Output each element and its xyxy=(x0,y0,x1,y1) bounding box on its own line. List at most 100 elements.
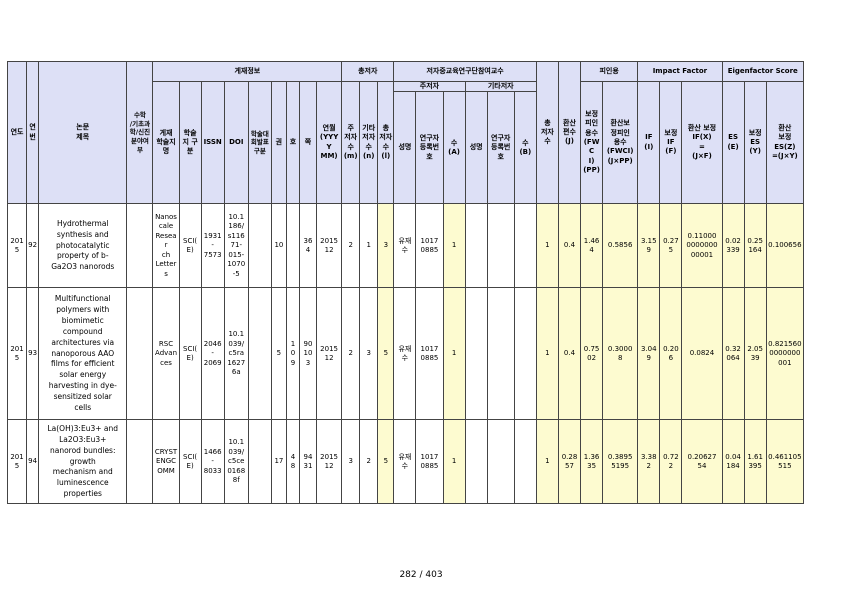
cell-issn: 1466 - 8033 xyxy=(200,419,225,505)
cell-cit-conv: 0.5856 xyxy=(602,203,639,289)
cell-issn: 1931 - 7573 xyxy=(200,203,225,289)
header-year: 연도 xyxy=(6,60,28,205)
cell-conf-type xyxy=(247,419,272,505)
header-seq: 연번 xyxy=(26,60,40,205)
cell-volume: 10 xyxy=(270,203,287,289)
cell-total-authors: 5 xyxy=(377,287,395,421)
cell-es-conv: 0.821560 0000000 001 xyxy=(765,287,805,421)
cell-main-authors: 2 xyxy=(341,203,361,289)
cell-cit-normal: 1.46 4 xyxy=(580,203,604,289)
cell-seq: 92 xyxy=(26,203,40,289)
cell-es-norm: 1.61 395 xyxy=(743,419,767,505)
cell-cit-conv: 0.3000 8 xyxy=(602,287,639,421)
header-if-conv: 환산 보정 IF(X) = (J×F) xyxy=(681,80,723,205)
cell-if-norm: 0.27 5 xyxy=(659,203,683,289)
header-total-participants: 총 저자 수 xyxy=(535,60,559,205)
cell-researcher-no: 1017 0885 xyxy=(415,419,444,505)
cell-paper-title: Multifunctional polymers with biomimetic… xyxy=(38,287,128,421)
cell-if: 3.15 9 xyxy=(637,203,661,289)
cell-field xyxy=(126,287,154,421)
header-doi: DOI xyxy=(223,80,249,205)
header-other-authors: 기타 저자 수 (n) xyxy=(359,80,379,205)
cell-if: 3.04 9 xyxy=(637,287,661,421)
cell-volume: 17 xyxy=(270,419,287,505)
cell-other-authors: 2 xyxy=(359,419,379,505)
header-cit-conv: 환산보 정피인 용수 (FWCI) (J×PP) xyxy=(602,80,639,205)
cell-year: 201 5 xyxy=(6,287,28,421)
cell-conv-score: 0.4 xyxy=(557,203,582,289)
cell-es-norm: 2.05 39 xyxy=(743,287,767,421)
cell-total-authors: 3 xyxy=(377,203,395,289)
header-issn: ISSN xyxy=(200,80,225,205)
cell-conf-type xyxy=(247,287,272,421)
cell-year: 201 5 xyxy=(6,419,28,505)
cell-if-norm: 0.72 2 xyxy=(659,419,683,505)
cell-conf-type xyxy=(247,203,272,289)
cell-other-authors: 3 xyxy=(359,287,379,421)
cell-volume: 5 xyxy=(270,287,287,421)
cell-researcher-no: 1017 0885 xyxy=(415,203,444,289)
cell-doi: 10.1 186/ s116 71- 015- 1070 -5 xyxy=(223,203,249,289)
header-conv-score: 환산 편수 (J) xyxy=(557,60,582,205)
table-row: 201 5 93 Multifunctional polymers with b… xyxy=(6,287,805,421)
cell-if-conv: 0.11000 0000000 00001 xyxy=(681,203,723,289)
cell-name: 유재 수 xyxy=(393,203,417,289)
cell-journal: CRYST ENGC OMM xyxy=(152,419,180,505)
header-eigenfactor: Eigenfactor Score xyxy=(721,61,805,82)
cell-if: 3.38 2 xyxy=(637,419,661,505)
cell-count-a: 1 xyxy=(442,203,466,289)
header-count-b: 수 (B) xyxy=(513,91,537,205)
cell-es: 0.32 064 xyxy=(721,287,745,421)
cell-es: 0.04 184 xyxy=(721,419,745,505)
cell-main-authors: 2 xyxy=(341,287,361,421)
cell-seq: 93 xyxy=(26,287,40,421)
cell-researcher-no-b xyxy=(486,287,515,421)
header-field-flag: 수학 /기초과 학/신진 분야여 부 xyxy=(126,60,154,205)
cell-conv-score: 0.28 57 xyxy=(557,419,582,505)
header-cit-normal: 보정 피인 용수 (FWC I) (PP) xyxy=(580,80,604,205)
cell-journal: RSC Advan ces xyxy=(152,287,180,421)
header-citations: 피인용 xyxy=(580,61,639,82)
cell-researcher-no-b xyxy=(486,203,515,289)
header-volume: 권 xyxy=(270,80,287,205)
cell-name: 유재 수 xyxy=(393,419,417,505)
header-es-conv: 환산 보정 ES(Z) =(J×Y) xyxy=(765,80,805,205)
cell-issue: 1 0 9 xyxy=(285,287,300,421)
cell-total-participants: 1 xyxy=(535,287,559,421)
cell-cit-conv: 0.3895 5195 xyxy=(602,419,639,505)
cell-seq: 94 xyxy=(26,419,40,505)
header-other-author: 기타저자 xyxy=(464,80,537,93)
header-page: 쪽 xyxy=(298,80,318,205)
header-researcher-no-a: 연구자 등록번 호 xyxy=(415,91,444,205)
header-date: 연월 (YYYY MM) xyxy=(315,80,343,205)
cell-journal-type: SCI( E) xyxy=(178,203,202,289)
table-row: 201 5 92 Hydrothermal synthesis and phot… xyxy=(6,203,805,289)
research-table: 연도 연번 논문 제목 수학 /기초과 학/신진 분야여 부 게재정보 총저자 … xyxy=(6,60,805,505)
header-impact-factor: Impact Factor xyxy=(637,61,723,82)
table-row: 201 5 94 La(OH)3:Eu3+ and La2O3:Eu3+ nan… xyxy=(6,419,805,505)
cell-count-a: 1 xyxy=(442,419,466,505)
header-paper-title: 논문 제목 xyxy=(38,60,128,205)
header-journal-type: 학술 지 구 분 xyxy=(178,80,202,205)
header-es-norm: 보정 ES (Y) xyxy=(743,80,767,205)
cell-count-b xyxy=(513,419,537,505)
cell-year: 201 5 xyxy=(6,203,28,289)
cell-date: 2015 12 xyxy=(315,203,343,289)
cell-researcher-no-b xyxy=(486,419,515,505)
cell-count-a: 1 xyxy=(442,287,466,421)
cell-date: 2015 12 xyxy=(315,287,343,421)
cell-main-authors: 3 xyxy=(341,419,361,505)
cell-if-norm: 0.20 6 xyxy=(659,287,683,421)
cell-name-b xyxy=(464,287,488,421)
header-conf-type: 학술대 회발표 구분 xyxy=(247,80,272,205)
cell-researcher-no: 1017 0885 xyxy=(415,287,444,421)
cell-es-norm: 0.25 164 xyxy=(743,203,767,289)
cell-name-b xyxy=(464,419,488,505)
header-researcher-no-b: 연구자 등록번 호 xyxy=(486,91,515,205)
header-if-norm: 보정 IF (F) xyxy=(659,80,683,205)
cell-doi: 10.1 039/ c5ra 1627 6a xyxy=(223,287,249,421)
cell-page: 36 4 xyxy=(298,203,318,289)
cell-paper-title: Hydrothermal synthesis and photocatalyti… xyxy=(38,203,128,289)
cell-issue xyxy=(285,203,300,289)
cell-name: 유재 수 xyxy=(393,287,417,421)
